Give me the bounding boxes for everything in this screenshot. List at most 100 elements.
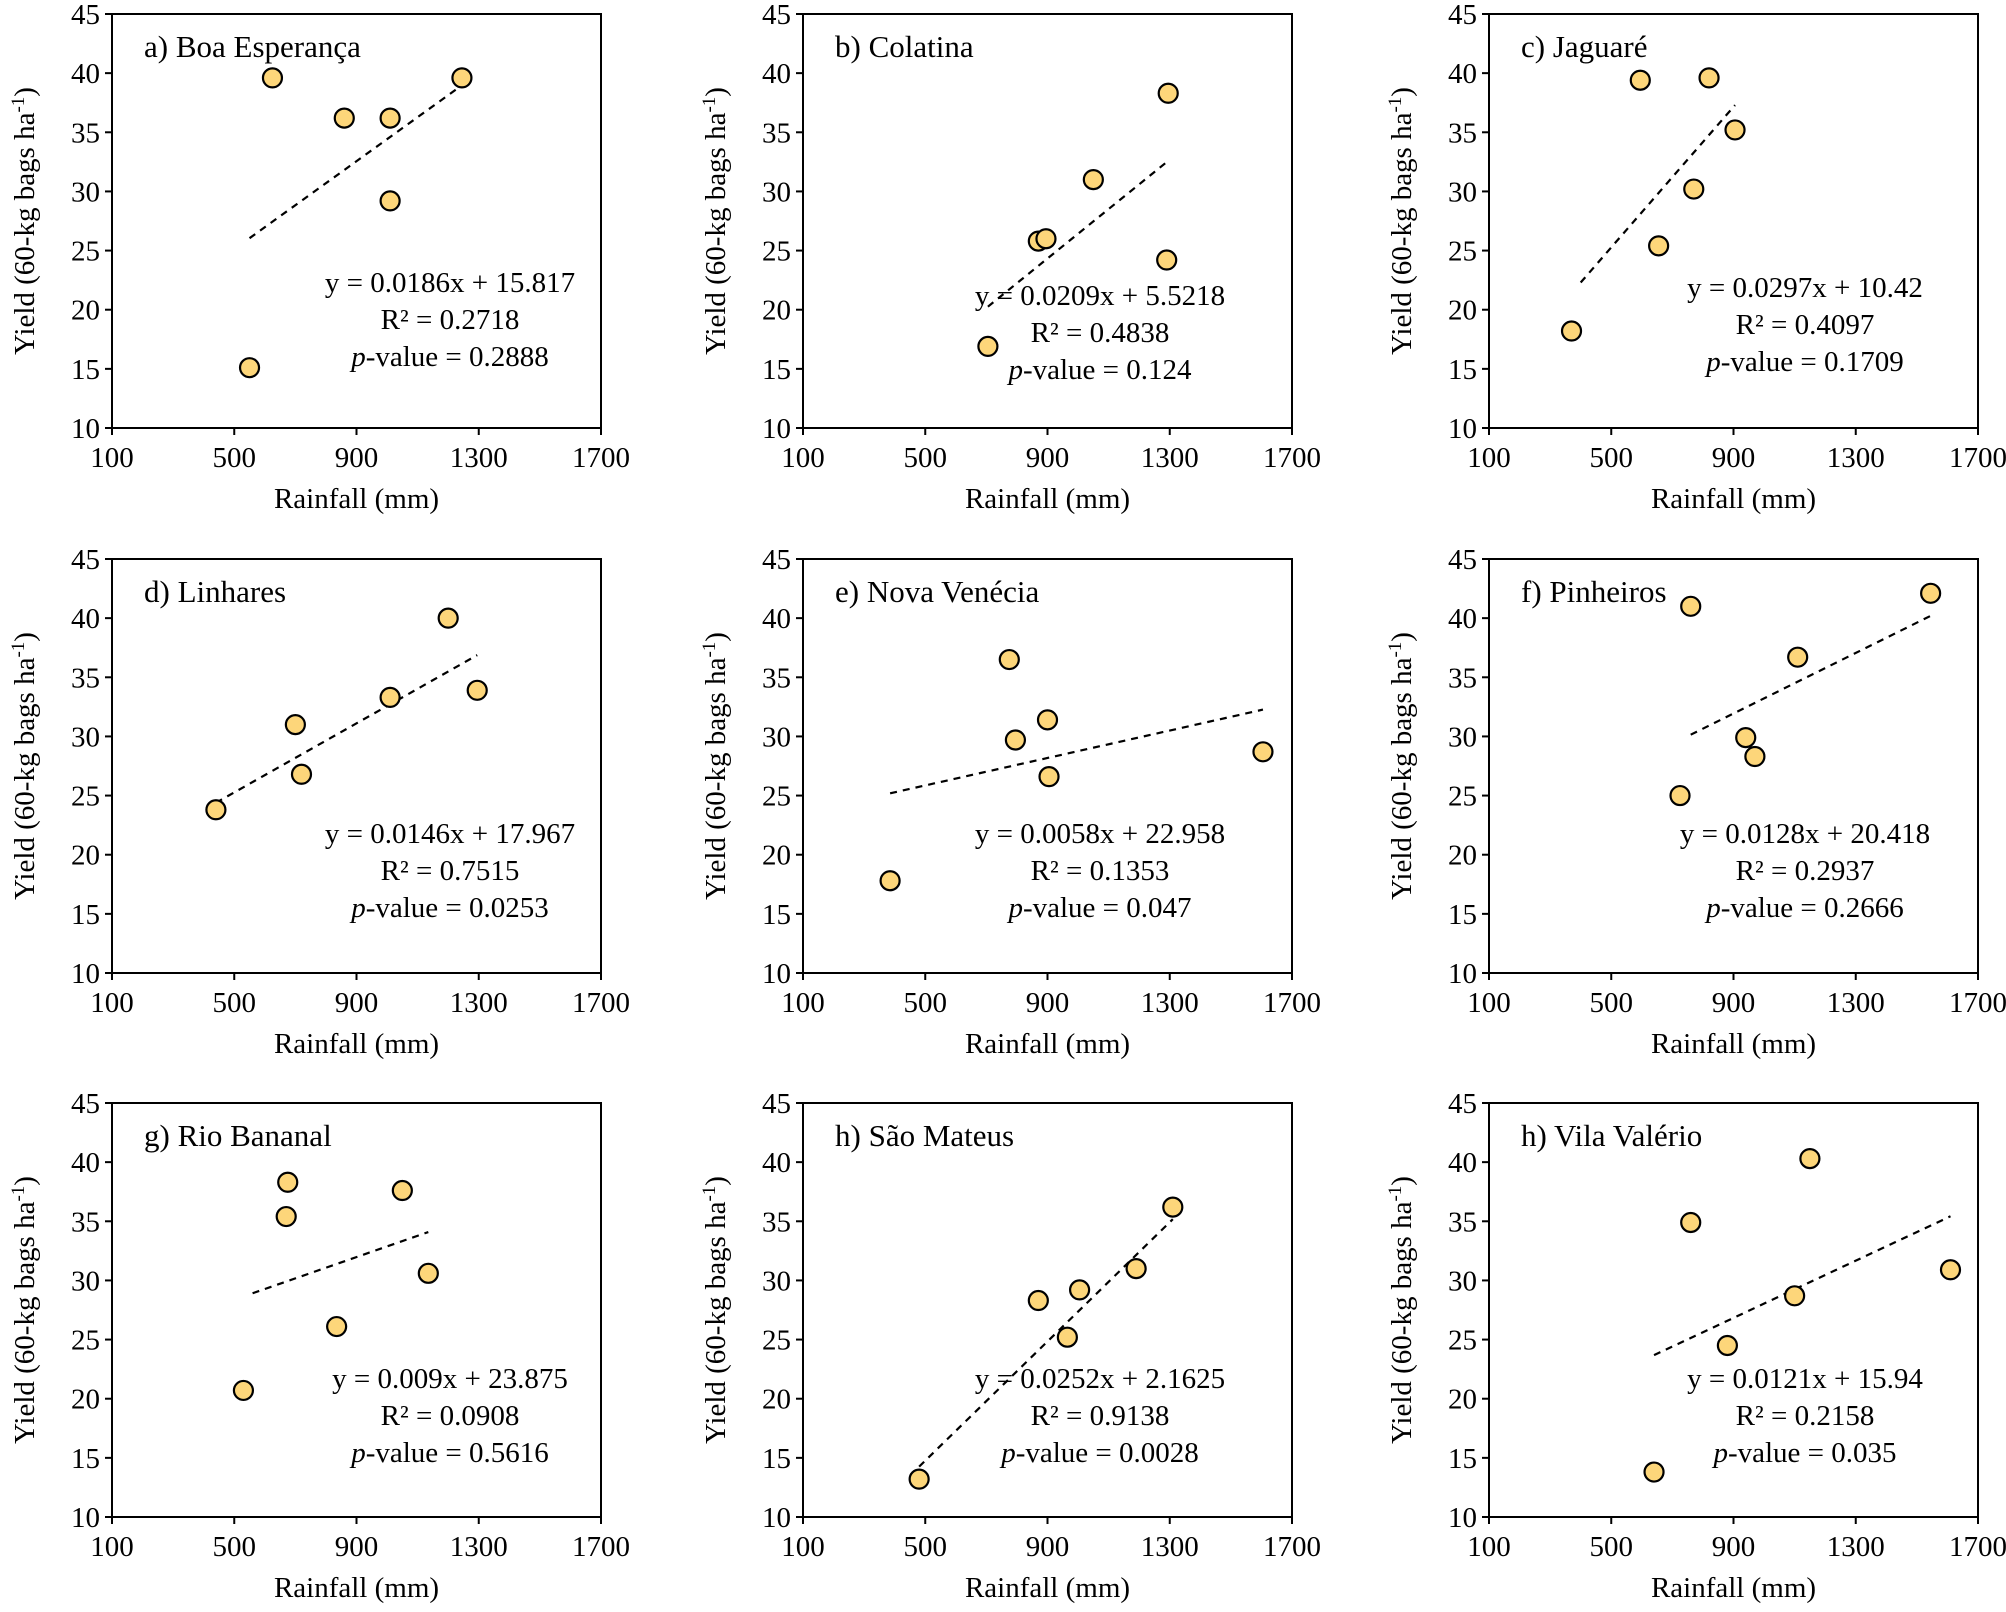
p-value-symbol: p (1704, 346, 1721, 378)
y-tick-label: 35 (1448, 117, 1477, 149)
y-axis-label-text: Yield (60-kg bags ha (700, 112, 732, 355)
x-tick-label: 1300 (450, 1531, 508, 1563)
y-tick-label: 20 (71, 295, 100, 327)
p-value-label: p-value = 0.047 (1006, 892, 1191, 924)
data-point (1082, 169, 1104, 191)
y-tick-label: 45 (762, 1088, 791, 1120)
x-tick-label: 900 (1712, 987, 1756, 1019)
chart-title: e) Nova Venécia (835, 574, 1040, 609)
y-tick-label: 15 (762, 899, 791, 931)
p-value-text: -value = 0.0028 (1016, 1437, 1199, 1469)
r-squared-label: R² = 0.4838 (1031, 317, 1170, 349)
y-tick-label: 35 (762, 117, 791, 149)
x-tick-label: 1700 (572, 442, 630, 474)
p-value-symbol: p (1704, 892, 1721, 924)
data-point (1252, 741, 1274, 763)
x-axis-label: Rainfall (mm) (1651, 483, 1816, 515)
y-axis-label-close: ) (9, 1176, 41, 1186)
data-point (391, 1179, 413, 1202)
x-tick-label: 1700 (1949, 987, 2006, 1019)
data-point (284, 713, 306, 736)
y-tick-label: 25 (71, 1325, 100, 1357)
data-point (232, 1379, 255, 1402)
y-tick-label: 15 (71, 899, 100, 931)
x-tick-label: 100 (90, 1531, 134, 1563)
data-point (1643, 1461, 1665, 1483)
trendline (1579, 104, 1736, 284)
data-point (1038, 766, 1060, 788)
y-tick-label: 25 (71, 781, 100, 813)
r-squared-label: R² = 0.2158 (1736, 1400, 1875, 1432)
data-point (1784, 1285, 1806, 1307)
r-squared-label: R² = 0.7515 (381, 855, 520, 887)
x-tick-label: 500 (1590, 442, 1634, 474)
y-tick-label: 30 (71, 1265, 100, 1297)
x-tick-label: 100 (1467, 1531, 1511, 1563)
y-tick-label: 45 (1448, 1088, 1477, 1120)
data-point (290, 763, 313, 785)
chart-title: a) Boa Esperança (144, 29, 361, 64)
y-tick-label: 15 (71, 354, 100, 386)
x-tick-label: 1300 (1827, 1531, 1885, 1563)
y-axis-label-superscript: -1 (1385, 642, 1406, 658)
x-tick-label: 500 (904, 442, 948, 474)
y-tick-label: 30 (71, 176, 100, 208)
y-tick-label: 40 (762, 58, 791, 90)
chart-panel: 10 15 20 25 30 35 40 45 100 500 900 1300 1700 Rainfal… (8, 1088, 631, 1604)
y-axis-label-close: ) (700, 632, 732, 642)
p-value-text: -value = 0.2888 (366, 341, 549, 373)
chart-panel: 10 15 20 25 30 35 40 45 100 500 900 1300 1700 Rainfal… (8, 0, 631, 515)
y-axis-label-text: Yield (60-kg bags ha (9, 112, 41, 355)
data-point (1004, 729, 1027, 751)
p-value-label: p-value = 0.0028 (999, 1437, 1199, 1469)
p-value-text: -value = 0.0253 (366, 892, 549, 924)
y-tick-label: 35 (762, 1206, 791, 1238)
y-tick-label: 35 (1448, 1206, 1477, 1238)
y-tick-label: 25 (762, 236, 791, 268)
trendline (889, 708, 1264, 795)
x-tick-label: 1700 (1263, 442, 1321, 474)
y-axis-label-close: ) (9, 87, 41, 97)
x-tick-label: 500 (213, 987, 257, 1019)
data-point (1162, 1196, 1184, 1218)
trendline (252, 1231, 429, 1295)
y-axis-label: Yield (60-kg bags ha-1) (1385, 1176, 1419, 1444)
chart-title: c) Jaguaré (1521, 29, 1648, 64)
y-tick-label: 10 (762, 413, 791, 445)
x-tick-label: 100 (781, 987, 825, 1019)
x-tick-label: 1300 (1141, 442, 1199, 474)
x-axis-label: Rainfall (mm) (965, 1572, 1130, 1604)
x-tick-label: 100 (90, 442, 134, 474)
r-squared-label: R² = 0.2937 (1736, 855, 1875, 887)
y-axis-label-close: ) (1386, 1176, 1418, 1186)
trendline (1690, 614, 1932, 736)
y-tick-label: 40 (1448, 58, 1477, 90)
p-value-symbol: p (1711, 1437, 1728, 1469)
y-tick-label: 30 (762, 176, 791, 208)
y-tick-label: 25 (1448, 236, 1477, 268)
p-value-symbol: p (349, 892, 366, 924)
chart-title: b) Colatina (835, 29, 974, 64)
data-point (1156, 249, 1178, 271)
data-point (879, 870, 901, 892)
x-tick-label: 500 (904, 987, 948, 1019)
y-tick-label: 35 (71, 117, 100, 149)
y-tick-label: 40 (762, 603, 791, 635)
x-tick-label: 1700 (1949, 442, 2006, 474)
data-point (333, 107, 355, 129)
r-squared-label: R² = 0.4097 (1736, 309, 1875, 341)
data-point (238, 357, 261, 379)
y-tick-label: 35 (762, 662, 791, 694)
x-axis-label: Rainfall (mm) (274, 483, 439, 515)
data-point (277, 1171, 299, 1193)
x-tick-label: 100 (781, 1531, 825, 1563)
x-tick-label: 1300 (1827, 987, 1885, 1019)
y-tick-label: 30 (1448, 1265, 1477, 1297)
chart-title: g) Rio Bananal (144, 1118, 332, 1153)
y-tick-label: 10 (762, 1502, 791, 1534)
p-value-text: -value = 0.5616 (366, 1437, 549, 1469)
y-axis-label-text: Yield (60-kg bags ha (1386, 657, 1418, 900)
data-point (379, 107, 401, 129)
y-tick-label: 10 (71, 413, 100, 445)
y-tick-label: 15 (1448, 899, 1477, 931)
